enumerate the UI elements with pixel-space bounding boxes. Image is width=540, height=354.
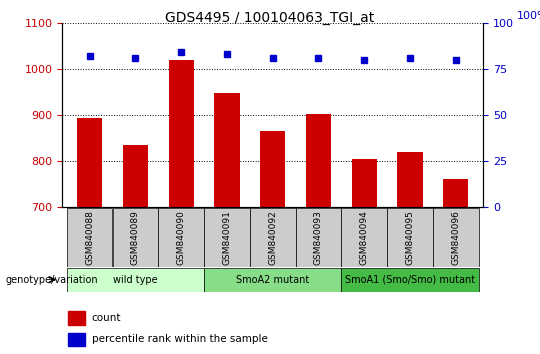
Bar <box>352 159 377 354</box>
FancyBboxPatch shape <box>204 268 341 292</box>
FancyBboxPatch shape <box>67 208 112 267</box>
Text: GDS4495 / 100104063_TGI_at: GDS4495 / 100104063_TGI_at <box>165 11 375 25</box>
Bar <box>69 312 85 325</box>
Text: GSM840090: GSM840090 <box>177 210 186 265</box>
Text: genotype/variation: genotype/variation <box>5 275 98 285</box>
Bar <box>443 178 468 354</box>
FancyBboxPatch shape <box>112 208 158 267</box>
Bar <box>397 152 423 354</box>
Text: SmoA1 (Smo/Smo) mutant: SmoA1 (Smo/Smo) mutant <box>345 275 475 285</box>
FancyBboxPatch shape <box>295 208 341 267</box>
Bar <box>306 114 331 354</box>
FancyBboxPatch shape <box>341 208 387 267</box>
Bar <box>77 118 102 354</box>
Text: GSM840093: GSM840093 <box>314 210 323 265</box>
Bar <box>168 60 194 354</box>
Text: GSM840092: GSM840092 <box>268 210 277 264</box>
Text: 100%: 100% <box>517 11 540 21</box>
Bar <box>214 93 240 354</box>
FancyBboxPatch shape <box>341 268 479 292</box>
Text: GSM840088: GSM840088 <box>85 210 94 265</box>
Text: GSM840091: GSM840091 <box>222 210 232 265</box>
Text: count: count <box>92 313 121 323</box>
Bar <box>69 333 85 346</box>
Text: GSM840096: GSM840096 <box>451 210 460 265</box>
Bar <box>260 131 285 354</box>
Text: SmoA2 mutant: SmoA2 mutant <box>236 275 309 285</box>
FancyBboxPatch shape <box>66 268 204 292</box>
FancyBboxPatch shape <box>158 208 204 267</box>
Text: GSM840095: GSM840095 <box>406 210 415 265</box>
FancyBboxPatch shape <box>387 208 433 267</box>
FancyBboxPatch shape <box>204 208 250 267</box>
Text: GSM840094: GSM840094 <box>360 210 369 264</box>
Text: GSM840089: GSM840089 <box>131 210 140 265</box>
FancyBboxPatch shape <box>250 208 295 267</box>
Text: percentile rank within the sample: percentile rank within the sample <box>92 335 267 344</box>
FancyBboxPatch shape <box>433 208 478 267</box>
Bar <box>123 144 148 354</box>
Text: wild type: wild type <box>113 275 158 285</box>
